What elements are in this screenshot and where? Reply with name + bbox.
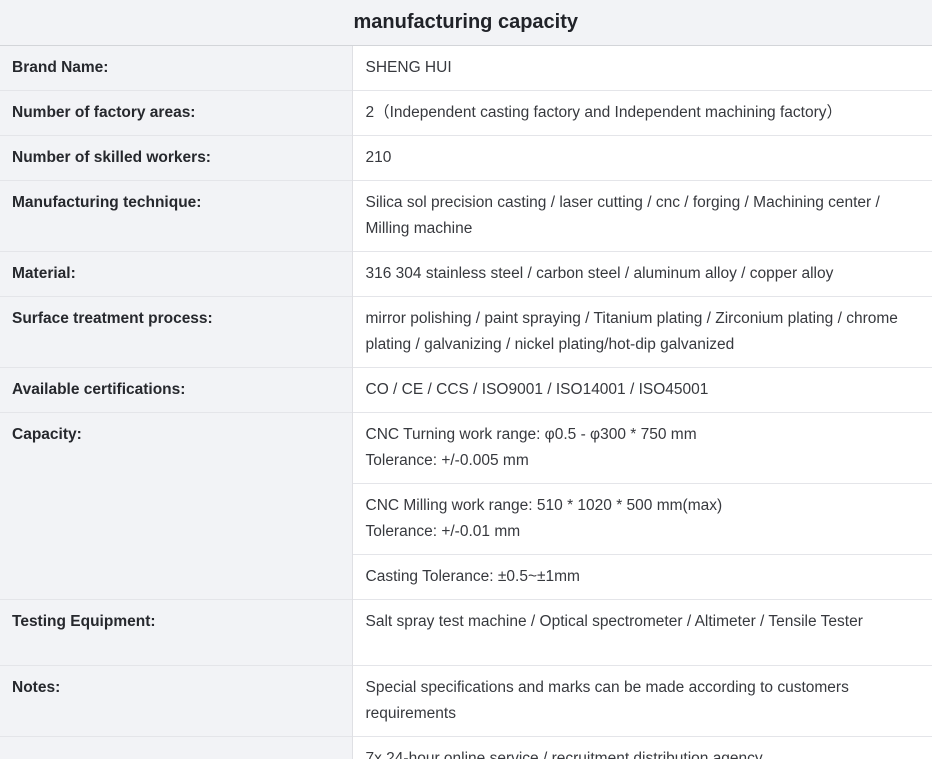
row-capacity-milling: CNC Milling work range: 510 * 1020 * 500… bbox=[0, 483, 932, 555]
capacity-milling-value: CNC Milling work range: 510 * 1020 * 500… bbox=[352, 483, 932, 555]
material-label: Material: bbox=[0, 251, 353, 297]
notes-label: Notes: bbox=[0, 665, 353, 737]
row-capacity-casting: Casting Tolerance: ±0.5~±1mm bbox=[0, 554, 932, 600]
surface-treatment-label: Surface treatment process: bbox=[0, 296, 353, 368]
row-material: Material: 316 304 stainless steel / carb… bbox=[0, 251, 932, 297]
row-testing-equipment: Testing Equipment: Salt spray test machi… bbox=[0, 599, 932, 666]
row-surface-treatment: Surface treatment process: mirror polish… bbox=[0, 296, 932, 368]
row-capacity-turning: Capacity: CNC Turning work range: φ0.5 -… bbox=[0, 412, 932, 600]
row-brand-name: Brand Name: SHENG HUI bbox=[0, 45, 932, 91]
online-service-value: 7x 24-hour online service / recruitment … bbox=[352, 736, 932, 759]
testing-equipment-value: Salt spray test machine / Optical spectr… bbox=[352, 599, 932, 666]
table-title: manufacturing capacity bbox=[0, 0, 932, 46]
manufacturing-technique-label: Manufacturing technique: bbox=[0, 180, 353, 252]
manufacturing-technique-value: Silica sol precision casting / laser cut… bbox=[352, 180, 932, 252]
row-skilled-workers: Number of skilled workers: 210 bbox=[0, 135, 932, 181]
capacity-turning-value: CNC Turning work range: φ0.5 - φ300 * 75… bbox=[352, 412, 932, 484]
capacity-label: Capacity: bbox=[0, 412, 353, 600]
factory-areas-value: 2（Independent casting factory and Indepe… bbox=[352, 90, 932, 136]
row-online-service: 7x 24-hour online service / recruitment … bbox=[0, 736, 932, 759]
brand-name-label: Brand Name: bbox=[0, 45, 353, 91]
capacity-casting-value: Casting Tolerance: ±0.5~±1mm bbox=[352, 554, 932, 600]
row-notes: Notes: Special specifications and marks … bbox=[0, 665, 932, 737]
certifications-label: Available certifications: bbox=[0, 367, 353, 413]
table-title-row: manufacturing capacity bbox=[0, 0, 932, 46]
skilled-workers-value: 210 bbox=[352, 135, 932, 181]
factory-areas-label: Number of factory areas: bbox=[0, 90, 353, 136]
row-factory-areas: Number of factory areas: 2（Independent c… bbox=[0, 90, 932, 136]
surface-treatment-value: mirror polishing / paint spraying / Tita… bbox=[352, 296, 932, 368]
skilled-workers-label: Number of skilled workers: bbox=[0, 135, 353, 181]
row-certifications: Available certifications: CO / CE / CCS … bbox=[0, 367, 932, 413]
online-service-label-empty bbox=[0, 736, 353, 759]
material-value: 316 304 stainless steel / carbon steel /… bbox=[352, 251, 932, 297]
notes-value: Special specifications and marks can be … bbox=[352, 665, 932, 737]
testing-equipment-label: Testing Equipment: bbox=[0, 599, 353, 666]
brand-name-value: SHENG HUI bbox=[352, 45, 932, 91]
certifications-value: CO / CE / CCS / ISO9001 / ISO14001 / ISO… bbox=[352, 367, 932, 413]
row-manufacturing-technique: Manufacturing technique: Silica sol prec… bbox=[0, 180, 932, 252]
